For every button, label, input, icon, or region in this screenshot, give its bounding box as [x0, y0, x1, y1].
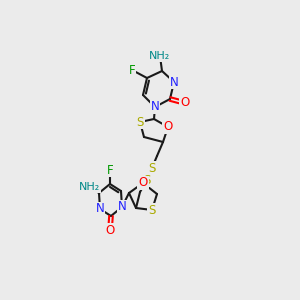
Text: O: O: [180, 97, 190, 110]
Text: O: O: [138, 176, 148, 190]
Text: O: O: [105, 224, 115, 236]
Text: S: S: [143, 173, 151, 187]
Text: F: F: [129, 64, 135, 76]
Text: N: N: [96, 202, 104, 215]
Text: N: N: [169, 76, 178, 88]
Text: O: O: [164, 121, 172, 134]
Text: NH₂: NH₂: [149, 51, 171, 61]
Text: N: N: [118, 200, 126, 214]
Text: F: F: [107, 164, 113, 176]
Text: S: S: [148, 203, 156, 217]
Text: S: S: [136, 116, 144, 128]
Text: S: S: [148, 161, 156, 175]
Text: N: N: [151, 100, 159, 113]
Text: NH₂: NH₂: [78, 182, 100, 192]
